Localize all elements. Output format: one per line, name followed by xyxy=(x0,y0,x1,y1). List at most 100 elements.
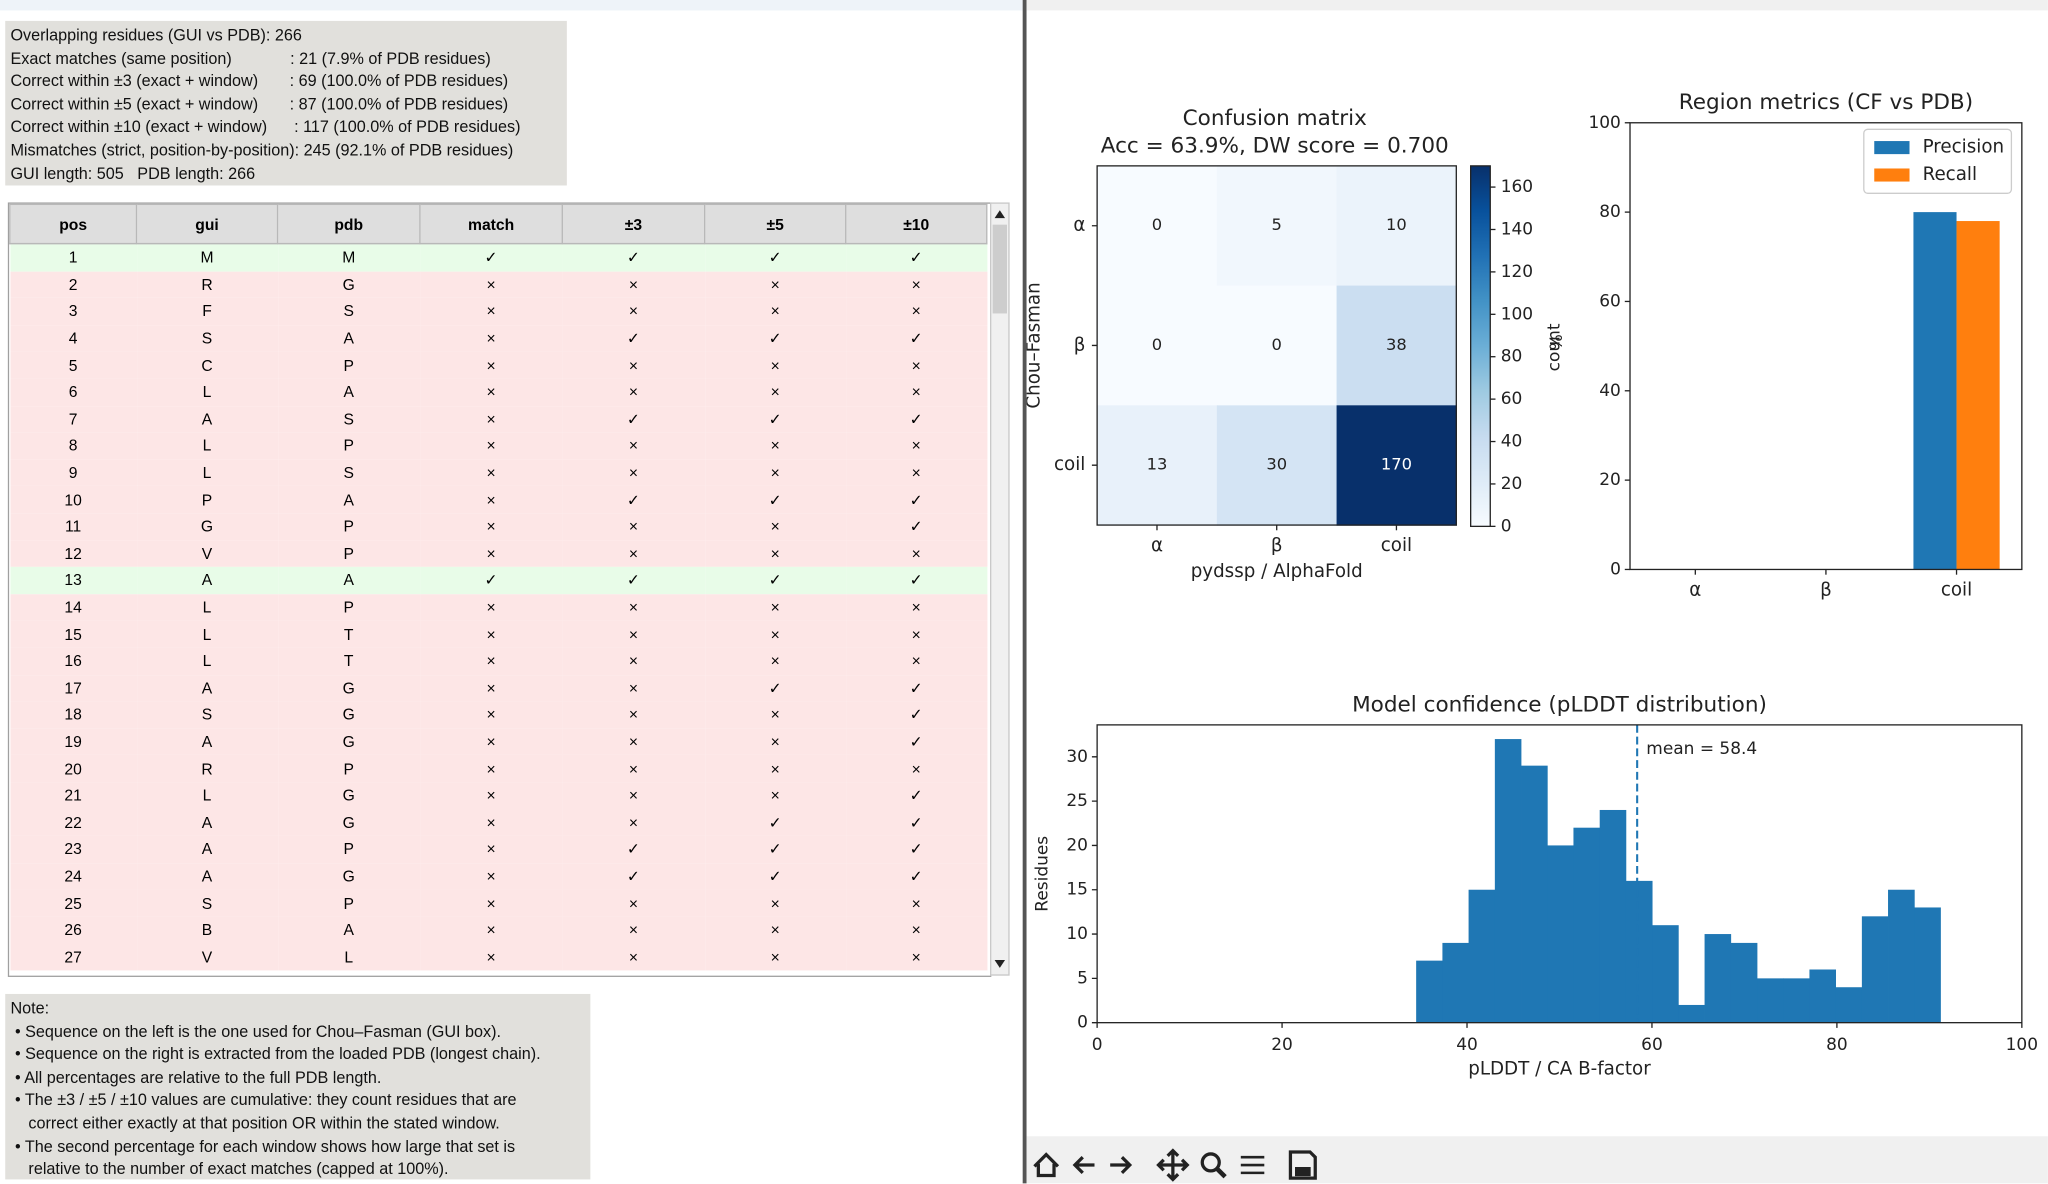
y-tick-label: α xyxy=(1073,215,1085,236)
table-row: 6 L A × × × × xyxy=(9,378,987,406)
histogram-bar xyxy=(1730,942,1758,1023)
bar xyxy=(1956,221,2000,570)
scroll-up[interactable] xyxy=(994,210,1006,219)
table-cell: 16 xyxy=(64,652,82,671)
table-cell: × xyxy=(911,920,921,940)
table-cell: 25 xyxy=(64,894,82,913)
toolbar xyxy=(1026,1136,2048,1184)
table-cell: × xyxy=(911,947,921,967)
splitter[interactable] xyxy=(1022,0,1027,1184)
home-button[interactable] xyxy=(1033,1152,1060,1178)
back-button[interactable] xyxy=(1072,1156,1095,1175)
table-cell: × xyxy=(628,786,639,805)
scroll-down[interactable] xyxy=(994,959,1006,968)
table-cell: A xyxy=(343,383,354,402)
table-cell: × xyxy=(770,302,780,321)
table-row: 2 R G × × × × xyxy=(9,271,987,299)
table-cell: P xyxy=(201,490,213,509)
table-cell: × xyxy=(628,678,639,698)
save-button[interactable] xyxy=(1288,1150,1317,1180)
y-axis-label: % xyxy=(1547,334,1567,350)
table-cell: × xyxy=(486,732,496,751)
table-cell: 8 xyxy=(68,436,78,456)
y-tick-label: 80 xyxy=(1599,202,1621,222)
cell-label: 38 xyxy=(1386,335,1407,354)
table-view[interactable]: pos gui pdb match ±3 ±5 ±10 1 M M ✓ ✓ ✓ ✓ 2 R G × × × × 3 F S ×… xyxy=(7,202,992,977)
column-header: ±3 xyxy=(561,203,706,245)
table-cell: 12 xyxy=(64,544,82,563)
y-tick-label: 5 xyxy=(1077,968,1088,988)
table-cell: × xyxy=(628,302,639,321)
heatmap-cell xyxy=(1097,405,1218,526)
x-tick-label: 60 xyxy=(1641,1035,1663,1055)
table-cell: A xyxy=(201,678,213,698)
table-row: 17 A G × × ✓ ✓ xyxy=(9,674,987,702)
histogram-bar xyxy=(1914,907,1941,1023)
table-cell: P xyxy=(343,544,354,563)
table-cell: ✓ xyxy=(909,409,923,429)
table-row: 3 F S × × × × xyxy=(9,298,987,325)
table-row: 26 B A × × × × xyxy=(9,916,987,944)
histogram-bar xyxy=(1835,987,1863,1023)
table-cell: × xyxy=(486,920,496,940)
table-cell: 4 xyxy=(68,329,78,348)
y-tick-label: 30 xyxy=(1066,747,1088,767)
table-cell: ✓ xyxy=(768,248,782,267)
table-cell: × xyxy=(486,867,496,886)
table-cell: G xyxy=(342,678,355,698)
histogram-bar xyxy=(1521,765,1548,1023)
table-cell: G xyxy=(342,732,355,751)
table-cell: P xyxy=(343,356,354,375)
table-cell: M xyxy=(342,248,356,267)
pan-button[interactable] xyxy=(1156,1148,1190,1182)
table-cell: × xyxy=(486,813,496,832)
table-cell: ✓ xyxy=(909,867,923,886)
table-cell: × xyxy=(486,598,496,617)
histogram-bar xyxy=(1625,880,1653,1023)
table-cell: × xyxy=(911,275,921,294)
table-cell: ✓ xyxy=(768,490,782,509)
table-cell: A xyxy=(343,329,354,348)
table-cell: × xyxy=(486,517,496,536)
table-cell: R xyxy=(201,759,213,778)
heatmap-cell xyxy=(1216,285,1338,406)
table-cell: × xyxy=(770,652,780,671)
table-row: 5 C P × × × × xyxy=(9,351,987,379)
table-cell: P xyxy=(343,598,354,617)
configure-button[interactable] xyxy=(1240,1155,1265,1175)
table-cell: ✓ xyxy=(626,867,641,886)
summary-line: Mismatches (strict, position-by-position… xyxy=(10,141,514,160)
scroll-thumb[interactable] xyxy=(992,224,1008,314)
note-line: correct either exactly at that position … xyxy=(10,1114,500,1133)
forward-button[interactable] xyxy=(1110,1156,1133,1175)
y-tick-label: 10 xyxy=(1066,924,1088,944)
table-row: 11 G P × × × ✓ xyxy=(9,513,987,541)
table-row: 10 P A × ✓ ✓ ✓ xyxy=(9,486,987,514)
table-cell: × xyxy=(911,625,921,644)
histogram-bar xyxy=(1442,942,1469,1023)
table-cell: × xyxy=(628,705,639,725)
histogram-bar xyxy=(1809,969,1836,1023)
table-cell: × xyxy=(770,920,780,940)
table-cell: ✓ xyxy=(909,678,923,698)
table-cell: × xyxy=(486,786,496,805)
table-row: 9 L S × × × × xyxy=(9,459,987,487)
table-cell: ✓ xyxy=(909,517,923,536)
x-axis-label: pLDDT / CA B-factor xyxy=(1468,1059,1651,1080)
cell-label: 10 xyxy=(1386,215,1407,234)
table-cell: A xyxy=(201,867,213,886)
table-cell: P xyxy=(343,436,354,456)
summary-line: Correct within ±5 (exact + window) : 87 … xyxy=(10,95,509,114)
table-cell: S xyxy=(343,409,354,429)
zoom-button[interactable] xyxy=(1200,1152,1221,1173)
colorbar-tick-label: 40 xyxy=(1501,432,1523,452)
table-row: 24 A G × ✓ ✓ ✓ xyxy=(9,862,987,890)
table-cell: 3 xyxy=(68,302,78,321)
x-tick-label: α xyxy=(1151,535,1163,556)
scrollbar[interactable] xyxy=(990,202,1010,976)
table-cell: A xyxy=(201,813,213,832)
table-cell: × xyxy=(770,759,780,778)
table-cell: × xyxy=(628,759,639,778)
window-strip xyxy=(0,0,1023,11)
table-cell: 20 xyxy=(64,759,82,778)
